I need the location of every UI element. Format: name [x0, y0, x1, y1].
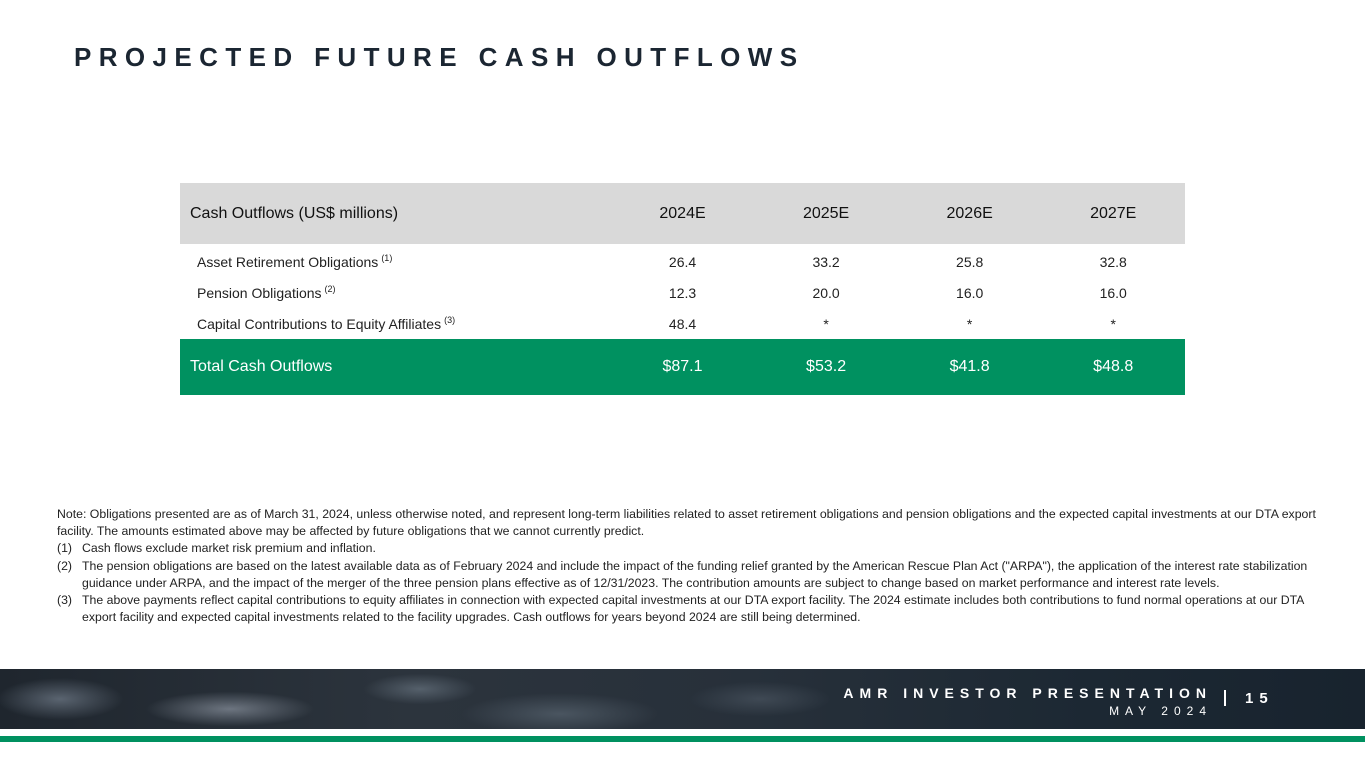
footnote-text: The pension obligations are based on the…	[82, 558, 1308, 590]
footer-date: MAY 2024	[1109, 704, 1212, 718]
footnote-item: (2) The pension obligations are based on…	[57, 558, 1317, 592]
total-cell: $87.1	[662, 358, 703, 375]
cash-outflows-table: Cash Outflows (US$ millions) 2024E 2025E…	[180, 183, 1185, 395]
page-number: 15	[1245, 690, 1274, 707]
row-label-text: Pension Obligations	[197, 285, 322, 301]
table-cell: *	[823, 315, 829, 332]
footer-presentation-title: AMR INVESTOR PRESENTATION	[843, 685, 1212, 701]
table-cell: 25.8	[956, 253, 984, 270]
footer-banner-image	[0, 669, 1365, 729]
table-cell: *	[1110, 315, 1116, 332]
row-label-text: Capital Contributions to Equity Affiliat…	[197, 316, 442, 332]
row-label-text: Asset Retirement Obligations	[197, 254, 379, 270]
year-header-2025: 2025E	[802, 204, 850, 222]
table-cell: 16.0	[1099, 284, 1127, 301]
total-row: Total Cash Outflows $87.1 $53.2 $41.8 $4…	[180, 339, 1185, 395]
page-title: PROJECTED FUTURE CASH OUTFLOWS	[74, 42, 805, 72]
total-label: Total Cash Outflows	[190, 358, 333, 375]
row-label: Pension Obligations (2)	[180, 284, 611, 301]
footnote-item: (3) The above payments reflect capital c…	[57, 592, 1317, 626]
table-row: Pension Obligations (2) 12.3 20.0 16.0 16…	[180, 277, 1185, 308]
footnote-item: (1) Cash flows exclude market risk premi…	[57, 540, 1317, 557]
table-header-label: Cash Outflows (US$ millions)	[190, 204, 399, 222]
year-header-2024: 2024E	[659, 204, 706, 222]
table-cell: 33.2	[812, 253, 840, 270]
table-cell: 12.3	[668, 284, 697, 301]
table-cell: *	[966, 315, 973, 332]
footnote-ref: (3)	[444, 315, 456, 325]
footnote-number: (3)	[57, 593, 73, 608]
footnote-number: (1)	[57, 541, 73, 556]
footnotes: Note: Obligations presented are as of Ma…	[57, 506, 1317, 626]
row-label: Asset Retirement Obligations (1)	[180, 253, 611, 270]
table-cell: 26.4	[668, 253, 697, 270]
table-cell: 48.4	[668, 315, 697, 332]
total-cell: $53.2	[806, 358, 847, 375]
note-intro: Note: Obligations presented are as of Ma…	[57, 507, 1316, 539]
footer-accent-bar	[0, 736, 1365, 742]
table-row: Asset Retirement Obligations (1) 26.4 33.…	[180, 246, 1185, 277]
year-header-2026: 2026E	[946, 204, 993, 222]
table-cell: 32.8	[1099, 253, 1127, 270]
footnote-text: The above payments reflect capital contr…	[82, 593, 1304, 625]
table-header-row: Cash Outflows (US$ millions) 2024E 2025E…	[180, 183, 1185, 244]
table-cell: 16.0	[956, 284, 984, 301]
table-row: Capital Contributions to Equity Affiliat…	[180, 308, 1185, 339]
footnote-ref: (2)	[324, 284, 336, 294]
table-cell: 20.0	[812, 284, 840, 301]
footer-divider	[1224, 690, 1226, 706]
year-header-2027: 2027E	[1090, 204, 1137, 222]
total-cell: $41.8	[949, 358, 990, 375]
row-label: Capital Contributions to Equity Affiliat…	[180, 315, 611, 332]
footnote-ref: (1)	[381, 253, 393, 263]
footnote-number: (2)	[57, 558, 73, 573]
footnote-text: Cash flows exclude market risk premium a…	[82, 541, 376, 556]
total-cell: $48.8	[1093, 358, 1134, 375]
